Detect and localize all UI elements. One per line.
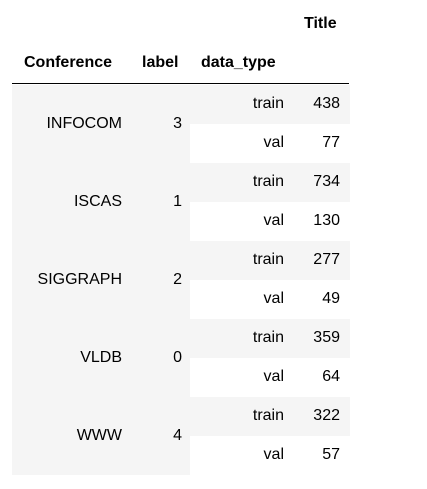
title-count-cell: 438 <box>313 95 340 112</box>
table-row: train 277 <box>190 241 350 280</box>
table-row: val 49 <box>190 280 350 319</box>
group-index-cell <box>12 397 190 475</box>
conference-cell: SIGGRAPH <box>37 271 122 288</box>
data-type-cell: val <box>263 368 284 385</box>
table-group: ISCAS 1 train 734 val 130 <box>12 163 350 241</box>
table-row: val 57 <box>190 436 350 475</box>
title-count-cell: 322 <box>313 407 340 424</box>
header-conference: Conference <box>24 54 113 71</box>
data-type-cell: train <box>252 95 284 112</box>
title-count-cell: 57 <box>322 446 340 463</box>
table-row: val 64 <box>190 358 350 397</box>
title-count-cell: 130 <box>313 212 340 229</box>
table-row: train 322 <box>190 397 350 436</box>
table-group: WWW 4 train 322 val 57 <box>12 397 350 475</box>
conference-cell: VLDB <box>80 349 122 366</box>
header-data-type: data_type <box>201 54 276 71</box>
title-count-cell: 359 <box>313 329 340 346</box>
data-type-cell: train <box>252 407 284 424</box>
header-divider <box>12 83 349 84</box>
table-row: val 77 <box>190 124 350 163</box>
table-row: train 359 <box>190 319 350 358</box>
header-title: Title <box>304 15 337 32</box>
label-cell: 3 <box>173 115 182 132</box>
title-count-cell: 49 <box>322 290 340 307</box>
label-cell: 4 <box>173 427 182 444</box>
group-index-cell <box>12 319 190 397</box>
table-body: INFOCOM 3 train 438 val 77 ISCAS 1 train… <box>12 85 350 475</box>
title-count-cell: 64 <box>322 368 340 385</box>
group-index-cell <box>12 163 190 241</box>
label-cell: 0 <box>173 349 182 366</box>
table-group: VLDB 0 train 359 val 64 <box>12 319 350 397</box>
group-index-cell <box>12 241 190 319</box>
data-type-cell: val <box>263 134 284 151</box>
data-type-cell: train <box>252 173 284 190</box>
conference-cell: INFOCOM <box>46 115 122 132</box>
conference-cell: ISCAS <box>73 193 122 210</box>
label-cell: 2 <box>173 271 182 288</box>
title-count-cell: 277 <box>313 251 340 268</box>
label-cell: 1 <box>173 193 182 210</box>
table-group: INFOCOM 3 train 438 val 77 <box>12 85 350 163</box>
title-count-cell: 77 <box>322 134 340 151</box>
table-row: train 734 <box>190 163 350 202</box>
conference-cell: WWW <box>76 427 122 444</box>
header-label: label <box>142 54 179 71</box>
data-type-cell: val <box>263 290 284 307</box>
title-count-cell: 734 <box>313 173 340 190</box>
data-type-cell: val <box>263 212 284 229</box>
group-index-cell <box>12 85 190 163</box>
data-type-cell: val <box>263 446 284 463</box>
table-row: val 130 <box>190 202 350 241</box>
data-type-cell: train <box>252 329 284 346</box>
table-group: SIGGRAPH 2 train 277 val 49 <box>12 241 350 319</box>
data-type-cell: train <box>252 251 284 268</box>
table-row: train 438 <box>190 85 350 124</box>
